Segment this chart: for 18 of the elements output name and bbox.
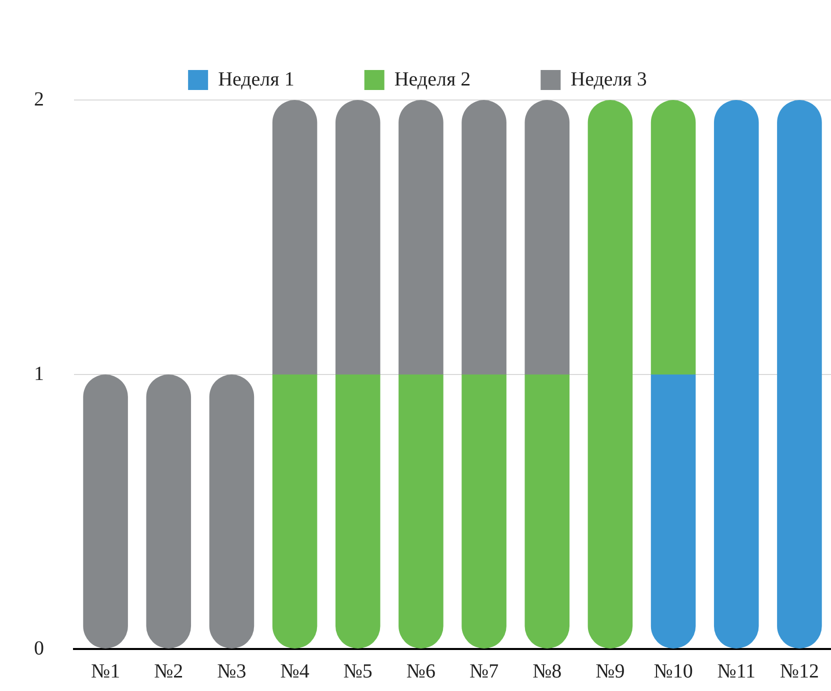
x-tick-label: №2 xyxy=(154,660,184,682)
y-tick-label: 0 xyxy=(34,637,44,660)
legend-label: Неделя 3 xyxy=(570,68,647,90)
x-tick-label: №8 xyxy=(532,660,562,682)
x-tick-label: №5 xyxy=(343,660,372,682)
x-tick-label: №1 xyxy=(90,660,120,682)
x-tick-label: №12 xyxy=(780,660,820,682)
y-tick-label: 2 xyxy=(34,88,44,110)
x-tick-label: №9 xyxy=(596,660,625,682)
x-tick-label: №11 xyxy=(717,660,756,682)
x-tick-label: №3 xyxy=(217,660,246,682)
legend-label: Неделя 1 xyxy=(218,68,294,90)
y-tick-label: 1 xyxy=(34,362,44,385)
legend-label: Неделя 2 xyxy=(394,68,471,90)
x-tick-label: №4 xyxy=(280,660,310,682)
x-tick-label: №10 xyxy=(654,660,693,682)
x-tick-label: №7 xyxy=(469,660,499,682)
x-tick-label: №6 xyxy=(406,660,436,682)
